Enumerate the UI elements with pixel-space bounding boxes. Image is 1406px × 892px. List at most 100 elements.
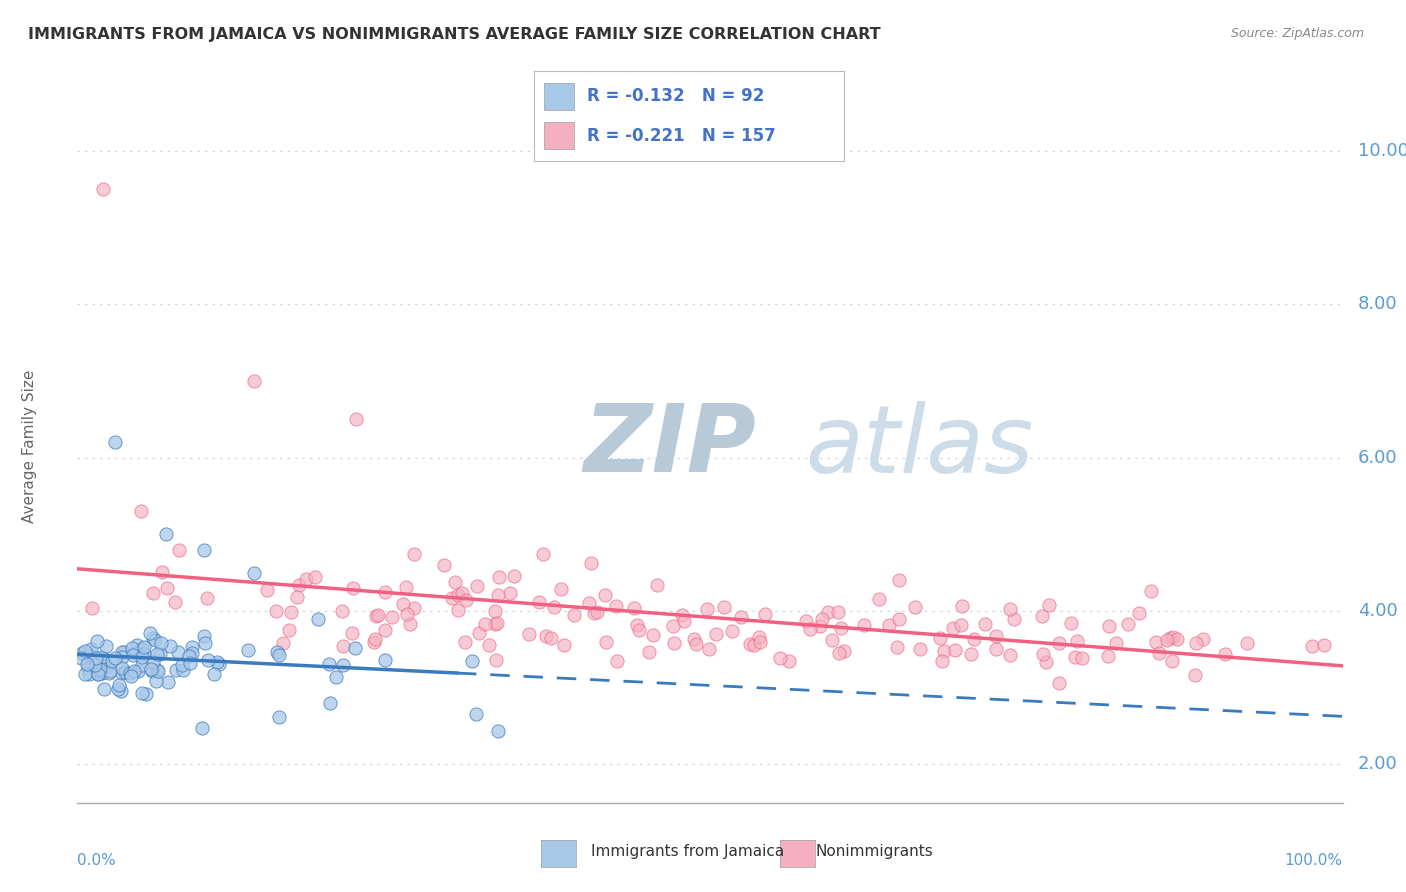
Point	[167, 645, 190, 659]
Point	[304, 570, 326, 584]
Point	[205, 655, 228, 669]
Point	[747, 630, 769, 644]
Point	[1159, 631, 1181, 645]
Point	[138, 626, 160, 640]
Point	[127, 664, 149, 678]
Point	[645, 578, 668, 592]
Point	[478, 638, 501, 652]
Text: Average Family Size: Average Family Size	[21, 369, 37, 523]
Point	[319, 696, 342, 710]
Point	[131, 657, 153, 672]
Point	[887, 573, 910, 587]
Point	[114, 665, 136, 679]
Point	[398, 616, 420, 631]
Point	[817, 605, 839, 619]
Point	[91, 182, 114, 196]
Point	[1098, 618, 1121, 632]
Point	[578, 596, 600, 610]
Point	[932, 644, 955, 658]
Point	[1301, 639, 1323, 653]
Bar	[544, 122, 575, 149]
Point	[450, 586, 472, 600]
Point	[696, 602, 718, 616]
Point	[266, 644, 288, 658]
Point	[142, 655, 165, 669]
Point	[93, 682, 115, 697]
Point	[267, 710, 290, 724]
Point	[1147, 646, 1170, 660]
Point	[499, 586, 522, 600]
Point	[374, 584, 396, 599]
Point	[294, 572, 316, 586]
Point	[141, 665, 163, 679]
Point	[72, 646, 94, 660]
Point	[484, 617, 506, 632]
Point	[486, 588, 509, 602]
Point	[269, 648, 291, 662]
Point	[595, 635, 617, 649]
Point	[172, 663, 194, 677]
Point	[120, 666, 142, 681]
Point	[142, 632, 165, 646]
Point	[543, 599, 565, 614]
Point	[264, 604, 287, 618]
Point	[96, 659, 118, 673]
Point	[1185, 636, 1208, 650]
Text: 0.0%: 0.0%	[77, 853, 117, 868]
Point	[131, 686, 153, 700]
Point	[673, 614, 696, 628]
Point	[146, 663, 169, 677]
Point	[562, 607, 585, 622]
Point	[974, 616, 997, 631]
Point	[963, 632, 986, 646]
Point	[104, 435, 127, 450]
Point	[488, 569, 510, 583]
Point	[122, 665, 145, 679]
Text: atlas: atlas	[806, 401, 1033, 491]
Point	[70, 651, 93, 665]
Point	[83, 658, 105, 673]
Point	[330, 604, 353, 618]
Point	[444, 575, 467, 590]
Point	[156, 581, 179, 595]
Point	[1063, 649, 1085, 664]
Point	[197, 653, 219, 667]
Point	[135, 687, 157, 701]
Point	[325, 670, 347, 684]
Point	[517, 626, 540, 640]
Point	[886, 640, 908, 654]
Point	[540, 631, 562, 645]
Point	[97, 666, 120, 681]
Point	[440, 591, 463, 606]
Point	[1312, 638, 1334, 652]
Point	[364, 632, 387, 646]
Point	[121, 641, 143, 656]
Point	[1047, 676, 1070, 690]
Point	[485, 615, 508, 630]
Point	[950, 599, 973, 613]
Point	[550, 582, 572, 597]
Text: IMMIGRANTS FROM JAMAICA VS NONIMMIGRANTS AVERAGE FAMILY SIZE CORRELATION CHART: IMMIGRANTS FROM JAMAICA VS NONIMMIGRANTS…	[28, 27, 880, 42]
Point	[208, 657, 231, 671]
Point	[828, 647, 851, 661]
Point	[122, 648, 145, 663]
Point	[579, 556, 602, 570]
Text: 4.00: 4.00	[1358, 602, 1398, 620]
Point	[553, 638, 575, 652]
Point	[593, 588, 616, 602]
Bar	[544, 83, 575, 110]
Text: Immigrants from Jamaica: Immigrants from Jamaica	[591, 845, 783, 859]
Point	[86, 633, 108, 648]
Point	[125, 646, 148, 660]
Point	[928, 632, 950, 646]
Point	[998, 648, 1021, 662]
Point	[392, 597, 415, 611]
Point	[830, 621, 852, 635]
Point	[374, 623, 396, 637]
Point	[834, 644, 856, 658]
Point	[367, 607, 389, 622]
Point	[986, 642, 1008, 657]
Point	[159, 639, 181, 653]
Point	[111, 644, 134, 658]
Point	[93, 651, 115, 665]
